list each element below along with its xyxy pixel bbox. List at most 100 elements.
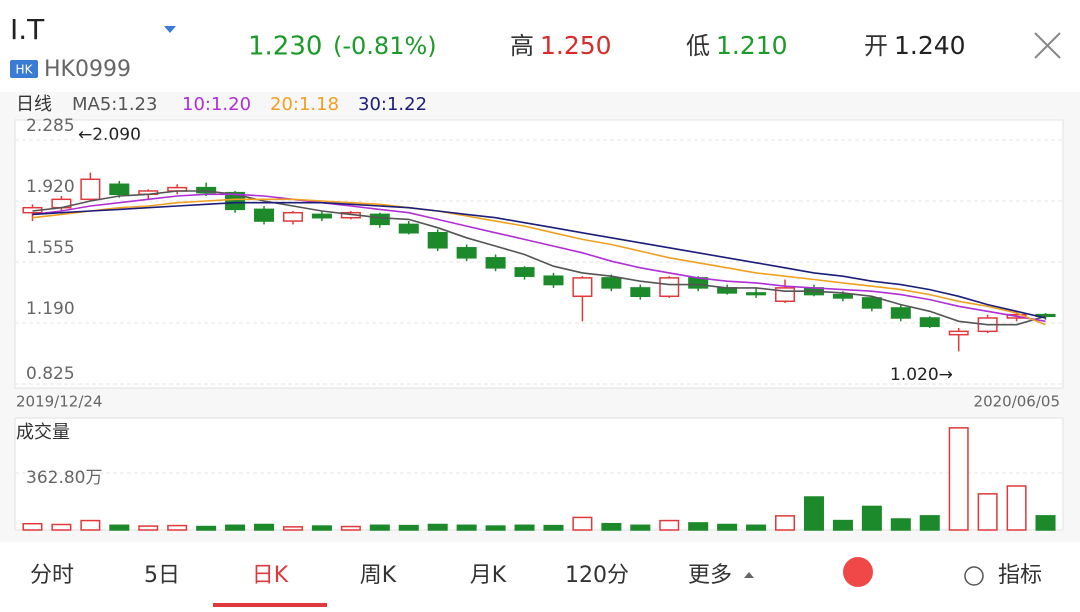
volume-bar	[514, 524, 535, 531]
price: 1.230	[248, 32, 322, 62]
volume-bar	[717, 523, 738, 531]
volume-tick-label: 362.80万	[26, 468, 102, 488]
candle-body	[456, 247, 477, 259]
volume-bar	[890, 518, 911, 531]
tab[interactable]: 120分	[565, 563, 629, 588]
volume-bar	[167, 524, 188, 531]
candle-body	[282, 211, 303, 222]
candle-body	[572, 277, 593, 298]
badge-text: HK	[16, 63, 34, 77]
dropdown[interactable]	[164, 26, 176, 33]
candle-body	[311, 213, 332, 219]
y-tick-label: 2.285	[26, 116, 75, 136]
open-label: 开	[864, 32, 888, 60]
tab[interactable]: 日K	[252, 563, 289, 588]
volume-bar	[51, 523, 72, 531]
volume-bar	[138, 525, 159, 531]
volume-bar	[398, 524, 419, 531]
volume-bar	[572, 516, 593, 531]
candle-body	[890, 307, 911, 319]
x-tick-label: 2020/06/05	[974, 393, 1060, 411]
volume-bar	[1006, 485, 1027, 531]
tab[interactable]: 指标	[998, 563, 1042, 588]
volume-bar	[630, 524, 651, 531]
candle-body	[225, 191, 246, 211]
ma-line	[32, 201, 1046, 319]
volume-bar	[369, 524, 390, 531]
high-label: 高	[510, 32, 534, 60]
annotation-low: 1.020→	[890, 365, 953, 385]
volume-title: 成交量	[16, 422, 70, 443]
candle-body	[746, 292, 767, 296]
candle-body	[427, 232, 448, 249]
high: 1.250	[540, 31, 612, 60]
volume-bar	[543, 524, 564, 531]
candle-body	[601, 277, 622, 289]
header-bg	[0, 0, 1080, 92]
volume-bar	[109, 524, 130, 531]
candle-body	[659, 277, 680, 298]
candle-body	[485, 257, 506, 269]
candle-body	[109, 183, 130, 196]
badge	[10, 60, 38, 78]
candle-body	[948, 330, 969, 336]
tab[interactable]: 5日	[144, 563, 180, 588]
volume-bar	[803, 496, 824, 531]
candle-body	[398, 223, 419, 234]
low-label: 低	[686, 32, 710, 60]
volume-bar	[746, 524, 767, 531]
tab[interactable]: 周K	[360, 563, 397, 588]
y-tick-label: 1.920	[26, 177, 75, 197]
close-button[interactable]	[1034, 32, 1061, 59]
candle-body	[80, 178, 101, 201]
x-tick-label: 2019/12/24	[16, 393, 102, 411]
volume-panel	[14, 417, 1064, 531]
candle-body	[919, 317, 940, 328]
price-panel	[14, 119, 1064, 389]
ma-line	[32, 193, 1046, 323]
tab-underline	[213, 603, 327, 607]
candle-body	[369, 213, 390, 226]
volume-bar	[1035, 515, 1056, 531]
volume-bar	[311, 525, 332, 531]
volume-bar	[340, 525, 361, 531]
ma-line	[32, 190, 1046, 326]
volume-bar	[861, 505, 882, 531]
volume-bar	[977, 493, 998, 531]
annotation-high: ←2.090	[78, 125, 141, 145]
volume-bar	[80, 519, 101, 531]
more-caret	[744, 572, 754, 578]
candle-body	[861, 297, 882, 309]
y-tick-label: 0.825	[26, 364, 75, 384]
candle-body	[832, 293, 853, 299]
volume-bar	[485, 525, 506, 531]
tab[interactable]: 更多	[688, 563, 732, 588]
stock-code: HK0999	[44, 57, 131, 82]
legend-ma20: 20:1.18	[270, 94, 339, 115]
candle-body	[196, 186, 217, 194]
record-button[interactable]	[843, 557, 873, 587]
candle-body	[630, 287, 651, 298]
legend-ma30: 30:1.22	[358, 94, 427, 115]
volume-bar	[659, 519, 680, 531]
volume-bar	[688, 522, 709, 531]
volume-bar	[948, 427, 969, 531]
volume-bar	[775, 515, 796, 531]
tab[interactable]: 月K	[470, 563, 507, 588]
volume-bar	[919, 515, 940, 531]
candle-body	[514, 267, 535, 277]
volume-bar	[225, 524, 246, 531]
volume-bar	[22, 522, 43, 531]
tab[interactable]: 分时	[30, 563, 74, 588]
volume-bar	[601, 522, 622, 531]
stock-name: I.T	[10, 13, 45, 46]
tab-bar	[0, 542, 1080, 608]
y-tick-label: 1.555	[26, 238, 75, 258]
y-tick-label: 1.190	[26, 299, 75, 319]
candle-body	[254, 208, 275, 222]
volume-bar	[282, 526, 303, 531]
ma-line	[32, 198, 1046, 326]
candle-body	[543, 275, 564, 286]
